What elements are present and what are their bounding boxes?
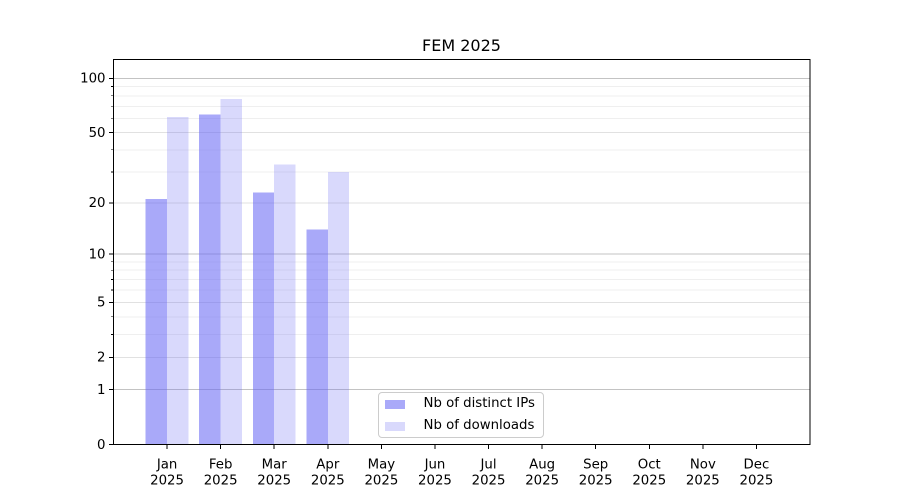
y-tick-label-20: 20 xyxy=(89,196,106,211)
plot-border xyxy=(113,59,811,445)
bar-feb-distinct-ips xyxy=(199,114,221,445)
x-tick-label-apr: Apr xyxy=(316,458,340,473)
x-tick-label-nov: Nov xyxy=(690,458,716,473)
y-tick-label-2: 2 xyxy=(97,351,105,366)
x-tick-label-sep: Sep xyxy=(583,458,608,473)
x-tick-label-jul: Jul xyxy=(480,458,497,473)
bar-mar-downloads xyxy=(274,164,296,445)
y-tick-label-10: 10 xyxy=(89,247,106,262)
x-tick-label-dec: Dec xyxy=(744,458,770,473)
x-tick-label-mar-year: 2025 xyxy=(257,474,291,489)
legend-swatch-distinct-ips xyxy=(384,399,405,409)
legend-item-distinct-ips: Nb of distinct IPs xyxy=(379,393,543,415)
legend: Nb of distinct IPs Nb of downloads xyxy=(377,392,544,438)
x-tick-label-jul-year: 2025 xyxy=(472,474,506,489)
x-tick-label-apr-year: 2025 xyxy=(311,474,345,489)
bar-jan-downloads xyxy=(167,117,189,445)
x-tick-label-dec-year: 2025 xyxy=(740,474,774,489)
legend-label-distinct-ips: Nb of distinct IPs xyxy=(423,396,535,412)
x-tick-label-mar: Mar xyxy=(262,458,288,473)
bar-feb-downloads xyxy=(220,98,243,445)
x-tick-label-aug: Aug xyxy=(529,458,555,473)
bar-jan-distinct-ips xyxy=(145,199,168,445)
legend-item-downloads: Nb of downloads xyxy=(379,415,543,437)
legend-label-downloads: Nb of downloads xyxy=(423,418,535,434)
x-tick-label-aug-year: 2025 xyxy=(525,474,559,489)
bar-apr-downloads xyxy=(327,172,350,445)
y-tick-label-5: 5 xyxy=(97,296,105,311)
x-tick-label-feb-year: 2025 xyxy=(204,474,238,489)
x-tick-label-nov-year: 2025 xyxy=(686,474,720,489)
y-tick-label-50: 50 xyxy=(89,126,106,141)
bar-apr-distinct-ips xyxy=(306,229,328,445)
x-tick-label-jun-year: 2025 xyxy=(418,474,452,489)
bar-mar-distinct-ips xyxy=(252,192,275,445)
x-tick-label-jan-year: 2025 xyxy=(150,474,184,489)
x-tick-label-jan: Jan xyxy=(156,458,178,473)
legend-swatch-downloads xyxy=(384,421,405,431)
x-tick-label-oct-year: 2025 xyxy=(632,474,666,489)
x-tick-label-jun: Jun xyxy=(424,458,446,473)
x-tick-label-may-year: 2025 xyxy=(364,474,398,489)
x-tick-label-sep-year: 2025 xyxy=(579,474,613,489)
chart-title: FEM 2025 xyxy=(422,36,501,55)
x-tick-label-may: May xyxy=(368,458,396,473)
x-tick-label-oct: Oct xyxy=(638,458,661,473)
y-tick-label-1: 1 xyxy=(97,383,105,398)
y-tick-label-0: 0 xyxy=(97,438,105,453)
y-tick-label-100: 100 xyxy=(80,72,105,87)
x-tick-label-feb: Feb xyxy=(209,458,233,473)
